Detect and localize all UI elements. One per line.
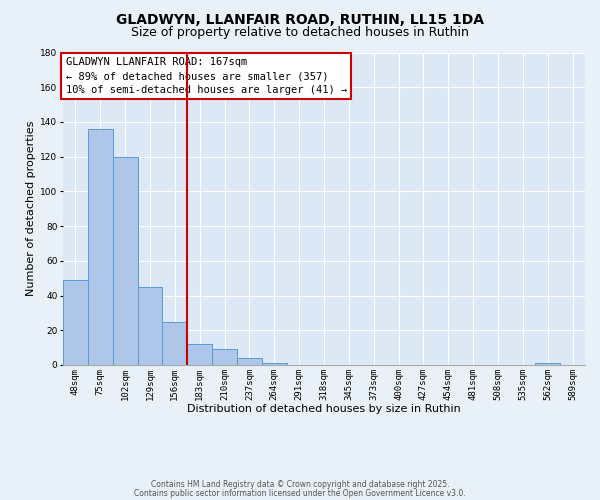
Bar <box>212 350 237 365</box>
Text: Size of property relative to detached houses in Ruthin: Size of property relative to detached ho… <box>131 26 469 39</box>
Bar <box>262 364 287 365</box>
Bar <box>187 344 212 365</box>
Bar <box>137 287 163 365</box>
Bar <box>113 156 137 365</box>
Bar <box>88 129 113 365</box>
Text: GLADWYN, LLANFAIR ROAD, RUTHIN, LL15 1DA: GLADWYN, LLANFAIR ROAD, RUTHIN, LL15 1DA <box>116 12 484 26</box>
Y-axis label: Number of detached properties: Number of detached properties <box>26 121 36 296</box>
X-axis label: Distribution of detached houses by size in Ruthin: Distribution of detached houses by size … <box>187 404 461 414</box>
Text: GLADWYN LLANFAIR ROAD: 167sqm
← 89% of detached houses are smaller (357)
10% of : GLADWYN LLANFAIR ROAD: 167sqm ← 89% of d… <box>65 57 347 95</box>
Text: Contains public sector information licensed under the Open Government Licence v3: Contains public sector information licen… <box>134 488 466 498</box>
Bar <box>237 358 262 365</box>
Bar <box>163 322 187 365</box>
Text: Contains HM Land Registry data © Crown copyright and database right 2025.: Contains HM Land Registry data © Crown c… <box>151 480 449 489</box>
Bar <box>535 364 560 365</box>
Bar <box>63 280 88 365</box>
